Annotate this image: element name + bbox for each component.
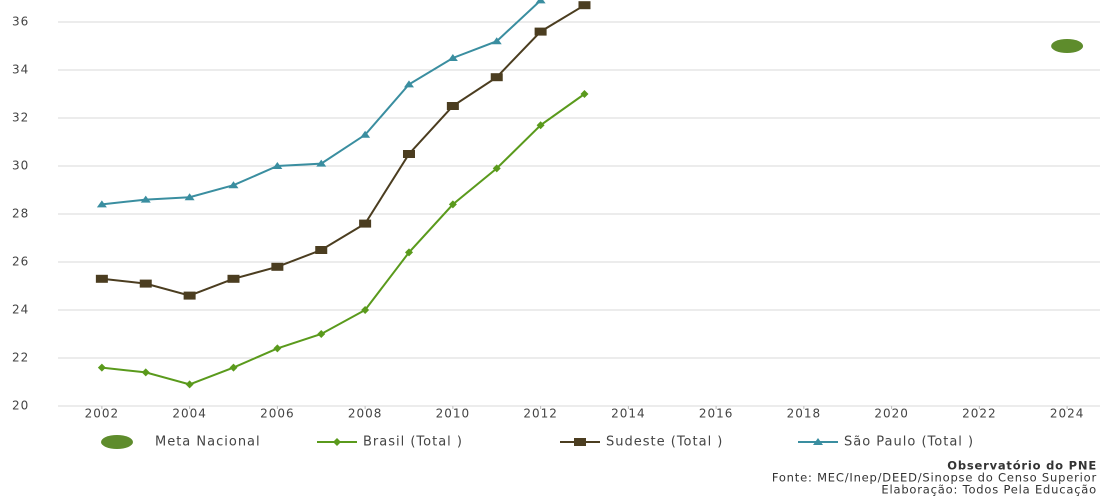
marker [273,344,281,352]
y-tick-label: 26 [12,255,29,269]
marker [317,330,325,338]
marker [227,275,239,283]
marker [535,28,547,36]
series-line [102,0,541,204]
marker [140,280,152,288]
marker [142,368,150,376]
y-tick-label: 20 [12,399,29,413]
source-line: Elaboração: Todos Pela Educação [881,483,1097,496]
marker [96,275,108,283]
legend-label: Brasil (Total ) [363,435,463,450]
y-tick-label: 22 [12,351,29,365]
y-tick-label: 28 [12,207,29,221]
marker [271,263,283,271]
marker [186,380,194,388]
marker [403,150,415,158]
marker [578,1,590,9]
legend-label: Meta Nacional [155,435,261,450]
marker [359,220,371,228]
marker [574,438,586,446]
marker [101,435,133,449]
marker [333,438,341,446]
series-line [102,5,585,295]
y-tick-label: 32 [12,111,29,125]
y-tick-label: 24 [12,303,29,317]
marker [229,364,237,372]
marker [98,364,106,372]
marker [447,102,459,110]
marker [315,246,327,254]
marker [491,73,503,81]
marker [184,292,196,300]
marker [1051,39,1083,53]
legend-label: São Paulo (Total ) [844,435,974,450]
y-tick-label: 36 [12,15,29,29]
marker [536,0,546,3]
legend-label: Sudeste (Total ) [606,435,723,450]
y-tick-label: 34 [12,63,29,77]
series-line [102,94,585,384]
y-tick-label: 30 [12,159,29,173]
chart: Observatório do PNE Fonte: MEC/Inep/DEED… [0,0,1102,496]
